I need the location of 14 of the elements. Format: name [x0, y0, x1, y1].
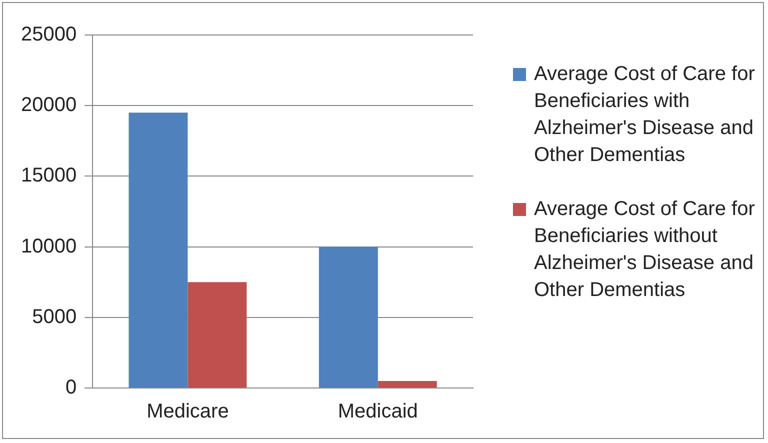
y-tick-label: 0 [65, 376, 77, 399]
y-tick-label: 20000 [20, 94, 77, 116]
y-tick-label: 10000 [20, 235, 77, 258]
bar [378, 380, 437, 388]
y-tick-label: 15000 [20, 164, 77, 187]
x-tick-label: Medicaid [338, 400, 418, 423]
legend-label: Average Cost of Care for Beneficiaries without Alzheimer's Disease and Other Dementias [534, 197, 756, 303]
bar [188, 282, 247, 388]
bar [128, 112, 188, 388]
y-tick-label: 25000 [20, 24, 77, 46]
bar [318, 246, 378, 388]
x-tick-label: Medicare [146, 400, 229, 423]
y-tick-label: 5000 [32, 306, 77, 328]
legend-label: Average Cost of Care for Beneficiaries with Alzheimer's Disease and Other Dementias [534, 62, 756, 168]
